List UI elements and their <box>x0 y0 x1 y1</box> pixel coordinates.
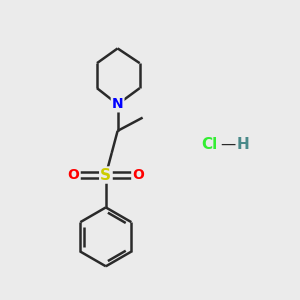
Text: O: O <box>68 168 80 182</box>
Text: S: S <box>100 167 111 182</box>
Text: —: — <box>220 136 236 152</box>
Text: Cl: Cl <box>201 136 217 152</box>
Text: O: O <box>132 168 144 182</box>
Text: H: H <box>236 136 249 152</box>
Text: N: N <box>112 98 123 111</box>
